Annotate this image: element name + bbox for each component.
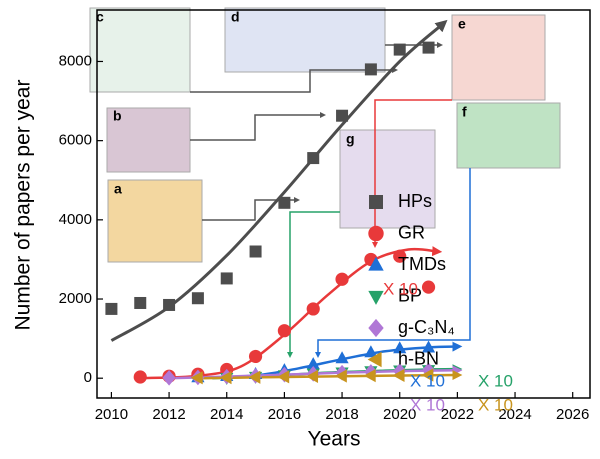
point <box>393 249 407 263</box>
annotation: X 10 <box>410 371 445 390</box>
fit-line <box>140 246 443 380</box>
y-tick-label: 6000 <box>59 132 92 149</box>
point <box>248 349 263 364</box>
legend-label: h-BN <box>398 348 439 368</box>
x-tick-label: 2022 <box>441 406 474 423</box>
point <box>421 340 436 353</box>
annotation: X 10 <box>383 279 418 298</box>
arrow <box>372 99 452 248</box>
point <box>220 272 233 285</box>
point <box>306 369 319 384</box>
x-axis-label: Years <box>308 428 361 451</box>
point <box>306 302 320 316</box>
inset-label: a <box>114 181 122 197</box>
inset-a <box>107 179 203 263</box>
y-tick-label: 2000 <box>59 290 92 307</box>
point <box>393 43 406 56</box>
x-tick-label: 2010 <box>95 406 128 423</box>
point <box>421 368 434 382</box>
point <box>364 345 378 358</box>
point <box>422 41 435 54</box>
point <box>335 272 349 286</box>
inset-label: e <box>458 16 466 32</box>
inset-label: g <box>346 131 355 147</box>
legend-marker <box>368 318 384 338</box>
x-tick-label: 2024 <box>498 406 531 423</box>
inset-label: c <box>96 9 104 25</box>
arrow <box>287 211 340 358</box>
inset-e <box>451 14 546 101</box>
legend-label: HPs <box>398 191 432 211</box>
point <box>191 292 204 305</box>
point <box>364 63 377 76</box>
inset-f <box>456 102 561 169</box>
legend-marker <box>369 195 383 209</box>
legend-label: TMDs <box>398 254 446 274</box>
annotation: X 10 <box>410 395 445 414</box>
point <box>162 370 176 386</box>
inset-b <box>106 107 191 173</box>
x-tick-label: 2020 <box>383 406 416 423</box>
y-tick-label: 4000 <box>59 211 92 228</box>
point <box>278 196 291 209</box>
point <box>306 357 320 370</box>
point <box>334 369 347 383</box>
arrow <box>190 67 398 93</box>
point <box>307 152 320 165</box>
point <box>133 370 147 384</box>
inset-label: d <box>231 9 240 25</box>
x-tick-label: 2016 <box>268 406 301 423</box>
legend-marker <box>368 256 384 271</box>
x-tick-label: 2014 <box>210 406 243 423</box>
annotation: X 10 <box>478 371 513 390</box>
y-tick-label: 8000 <box>59 52 92 69</box>
annotation: X 10 <box>478 395 513 414</box>
point <box>277 370 290 384</box>
legend-marker <box>367 351 382 368</box>
legend-label: BP <box>398 285 422 305</box>
legend-label: GR <box>398 222 425 242</box>
inset-label: f <box>462 104 467 120</box>
legend-marker <box>368 225 384 242</box>
arrow <box>190 112 326 141</box>
point <box>105 302 118 315</box>
point <box>134 296 147 309</box>
point <box>392 368 405 383</box>
x-tick-label: 2012 <box>152 406 185 423</box>
point <box>248 370 261 384</box>
inset-c <box>89 7 191 93</box>
point <box>421 280 436 294</box>
point <box>363 369 376 383</box>
point <box>163 298 176 311</box>
inset-g <box>339 129 436 229</box>
x-tick-label: 2018 <box>325 406 358 423</box>
x-tick-label: 2026 <box>556 406 589 423</box>
point <box>277 324 291 338</box>
y-tick-label: 0 <box>84 369 92 386</box>
point <box>190 371 203 385</box>
legend-label: g-C₃N₄ <box>398 317 455 337</box>
inset-d <box>224 7 386 73</box>
insets <box>89 7 561 358</box>
legend-marker <box>368 290 384 305</box>
point <box>393 341 407 354</box>
point <box>219 371 232 385</box>
y-axis-label: Number of papers per year <box>12 80 35 331</box>
point <box>336 109 349 122</box>
plot-frame <box>96 9 591 399</box>
point <box>249 245 262 258</box>
point <box>421 362 436 379</box>
inset-label: b <box>113 108 122 124</box>
point <box>335 351 349 364</box>
arrow <box>315 168 471 358</box>
